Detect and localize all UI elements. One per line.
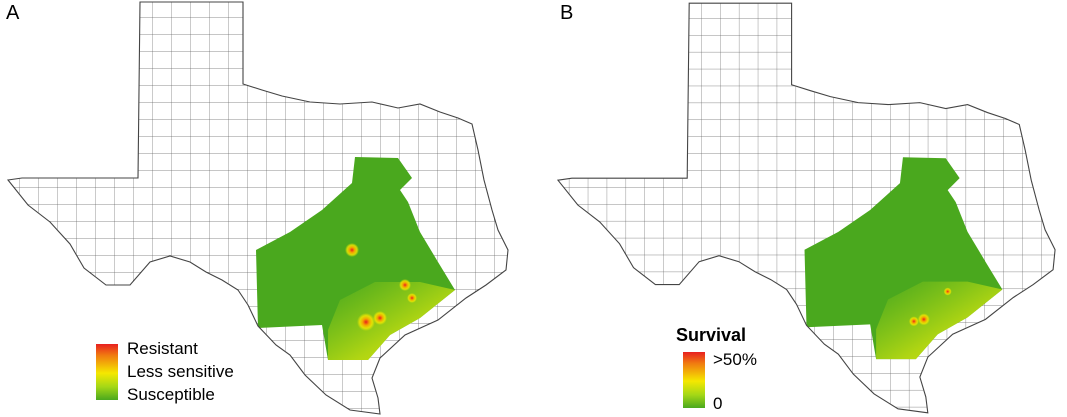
hotspot: [373, 311, 387, 325]
legend-b-title: Survival: [676, 325, 747, 345]
legend-b-min-label: 0: [713, 394, 723, 413]
legend-a-resistant: Resistant: [127, 339, 198, 358]
panel-label-b: B: [560, 2, 574, 24]
hotspot: [345, 243, 359, 257]
legend-a-susceptible: Susceptible: [127, 385, 215, 404]
coastal-gradient-a: [328, 282, 455, 360]
texas-map-b: [556, 2, 1056, 414]
hotspot: [407, 293, 417, 303]
panel-label-a: A: [6, 2, 20, 24]
county-grid-b: [557, 3, 1056, 413]
hotspot: [399, 279, 411, 291]
hotspot: [357, 313, 375, 331]
legend-b-color-bar: [683, 352, 705, 408]
coastal-gradient-b: [876, 281, 1003, 360]
texas-outline-b: [556, 2, 1056, 414]
texas-map-a: [6, 1, 509, 415]
county-grid-a: [8, 2, 508, 414]
hotspot: [943, 287, 952, 296]
legend-a-color-bar: [96, 344, 118, 400]
hotspot: [908, 316, 919, 327]
legend-b-max-label: >50%: [713, 350, 757, 369]
legend-a-less-sensitive: Less sensitive: [127, 362, 234, 381]
texas-outline-a: [6, 1, 509, 415]
hotspot: [917, 313, 930, 326]
